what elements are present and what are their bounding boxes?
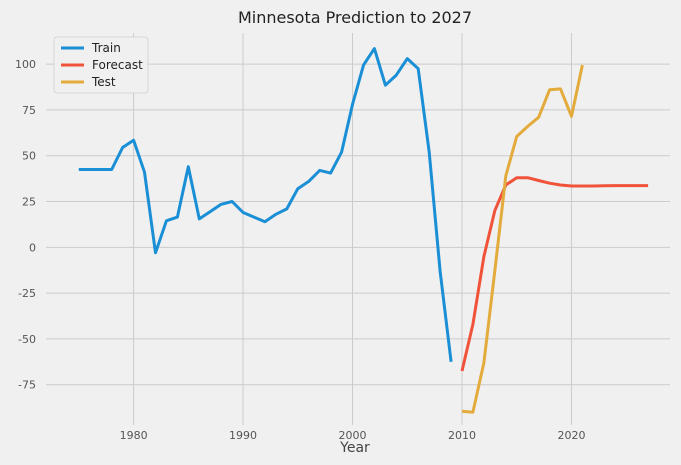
- legend: Train Forecast Test: [53, 36, 149, 94]
- x-axis-label: Year: [339, 440, 370, 456]
- plot-area: [46, 33, 670, 425]
- series-line-test: [461, 64, 584, 414]
- legend-label: Train: [91, 41, 121, 55]
- y-tick-label: 50: [22, 150, 36, 163]
- y-tick-label: -50: [18, 333, 36, 346]
- chart-title: Minnesota Prediction to 2027: [238, 8, 472, 27]
- legend-box: [53, 36, 149, 94]
- x-tick-label: 1990: [229, 429, 257, 442]
- y-tick-label: 25: [22, 196, 36, 209]
- x-tick-label: 2010: [448, 429, 476, 442]
- legend-label: Test: [91, 75, 116, 89]
- legend-label: Forecast: [92, 58, 143, 72]
- x-tick-label: 2020: [557, 429, 585, 442]
- series-line-forecast: [460, 176, 649, 372]
- y-tick-label: 0: [29, 241, 36, 254]
- y-tick-label: 75: [22, 104, 36, 117]
- x-tick-label: 2000: [339, 429, 367, 442]
- series-line-train: [78, 47, 453, 362]
- x-tick-label: 1980: [120, 429, 148, 442]
- y-tick-label: 100: [15, 58, 36, 71]
- y-tick-label: -25: [18, 287, 36, 300]
- y-tick-label: -75: [18, 379, 36, 392]
